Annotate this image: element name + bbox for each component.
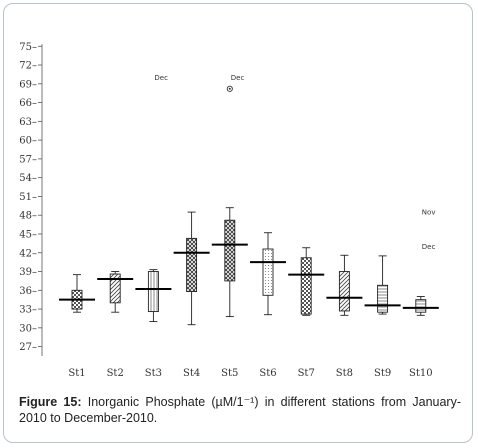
box-st9	[364, 255, 401, 315]
box-iqr	[338, 271, 350, 312]
y-tick-label: 33–	[19, 305, 37, 316]
y-tick-label: 42–	[19, 248, 37, 259]
box-iqr	[186, 237, 198, 292]
caption-label: Figure 15:	[19, 395, 82, 409]
box-st10	[402, 296, 439, 316]
caption-text: Inorganic Phosphate (µM/1⁻¹) in differen…	[19, 395, 461, 425]
x-tick-label: St8	[336, 368, 353, 379]
box-st4	[173, 211, 210, 326]
box-st1	[59, 274, 95, 313]
y-tick-label: 51–	[19, 192, 37, 203]
box-st6	[250, 232, 286, 316]
y-tick-label: 39–	[19, 267, 37, 278]
y-tick-label: 66–	[19, 98, 37, 109]
x-tick-label: St4	[183, 368, 200, 379]
x-tick-label: St10	[409, 368, 433, 379]
box-st8	[326, 254, 363, 316]
axes: 27– 30– 33– 36– 39– 42– 45– 48– 51– 54– 57– 60– 63– 6…	[19, 42, 432, 379]
box-st5	[211, 207, 248, 318]
box-st2	[97, 271, 134, 313]
x-tick-label: St2	[107, 368, 124, 379]
plot-marks: Dec Dec Nov Dec	[59, 74, 439, 326]
y-tick-label: 57–	[19, 154, 37, 165]
x-tick-label: St3	[145, 368, 162, 379]
box-iqr	[300, 257, 312, 315]
figure-frame	[3, 3, 473, 443]
box-st7	[288, 247, 325, 316]
box-iqr	[415, 299, 427, 313]
box-iqr	[377, 284, 389, 313]
box-iqr	[109, 273, 121, 304]
x-tick-label: St5	[221, 368, 238, 379]
box-st3	[135, 269, 172, 323]
y-tick-label: 69–	[19, 79, 37, 90]
y-tick-label: 27–	[19, 342, 37, 353]
x-tick-label: St1	[68, 368, 85, 379]
y-tick-label: 63–	[19, 117, 37, 128]
box-iqr	[262, 248, 274, 296]
y-tick-label: 30–	[19, 323, 37, 334]
figure-caption: Figure 15: Inorganic Phosphate (µM/1⁻¹) …	[19, 394, 461, 426]
y-tick-label: 72–	[19, 61, 37, 72]
x-tick-label: St7	[298, 368, 315, 379]
y-tick-label: 60–	[19, 136, 37, 147]
y-tick-label: 45–	[19, 229, 37, 240]
y-tick-label: 54–	[19, 173, 37, 184]
outlier-point-center	[228, 87, 231, 90]
box-iqr	[224, 219, 236, 282]
x-tick-label: St6	[259, 368, 276, 379]
box-iqr	[147, 271, 159, 313]
annotation-label: Dec	[422, 243, 436, 251]
annotation-label: Nov	[422, 209, 436, 217]
annotation-label: Dec	[231, 74, 245, 82]
box-plot-chart: 27– 30– 33– 36– 39– 42– 45– 48– 51– 54– 57– 60– 63– 6…	[19, 42, 439, 379]
annotation-label: Dec	[154, 74, 168, 82]
y-tick-label: 36–	[19, 286, 37, 297]
y-tick-label: 75–	[19, 42, 37, 53]
y-tick-label: 48–	[19, 211, 37, 222]
x-tick-label: St9	[374, 368, 391, 379]
